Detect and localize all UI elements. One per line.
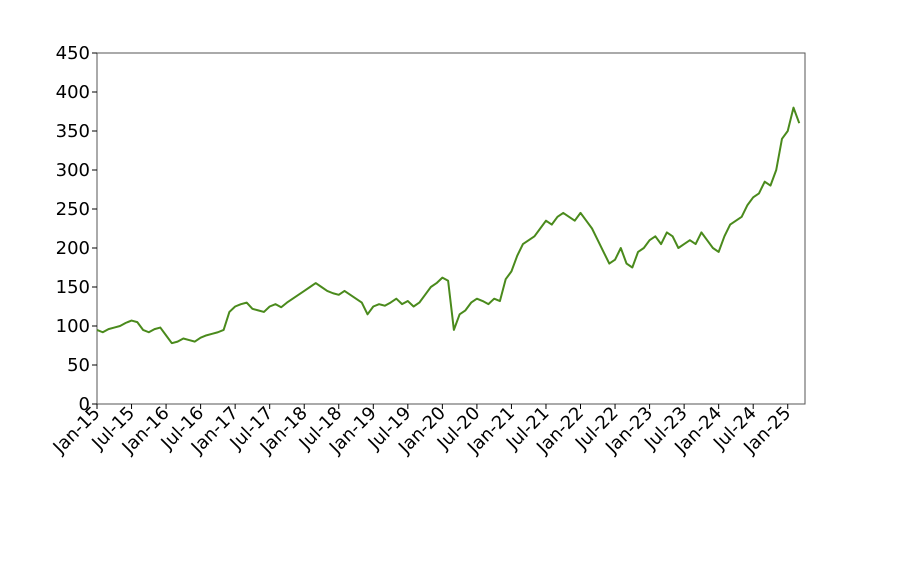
y-tick-label: 450 — [56, 43, 90, 64]
y-tick-label: 50 — [67, 355, 90, 376]
y-tick-label: 200 — [56, 238, 90, 259]
y-tick-label: 0 — [79, 394, 90, 415]
y-tick-label: 300 — [56, 160, 90, 181]
y-tick-label: 250 — [56, 199, 90, 220]
line-series — [96, 106, 801, 345]
y-tick-label: 400 — [56, 82, 90, 103]
y-tick-label: 150 — [56, 277, 90, 298]
y-tick-label: 100 — [56, 316, 90, 337]
plot-frame — [96, 52, 806, 405]
y-tick-label: 350 — [56, 121, 90, 142]
